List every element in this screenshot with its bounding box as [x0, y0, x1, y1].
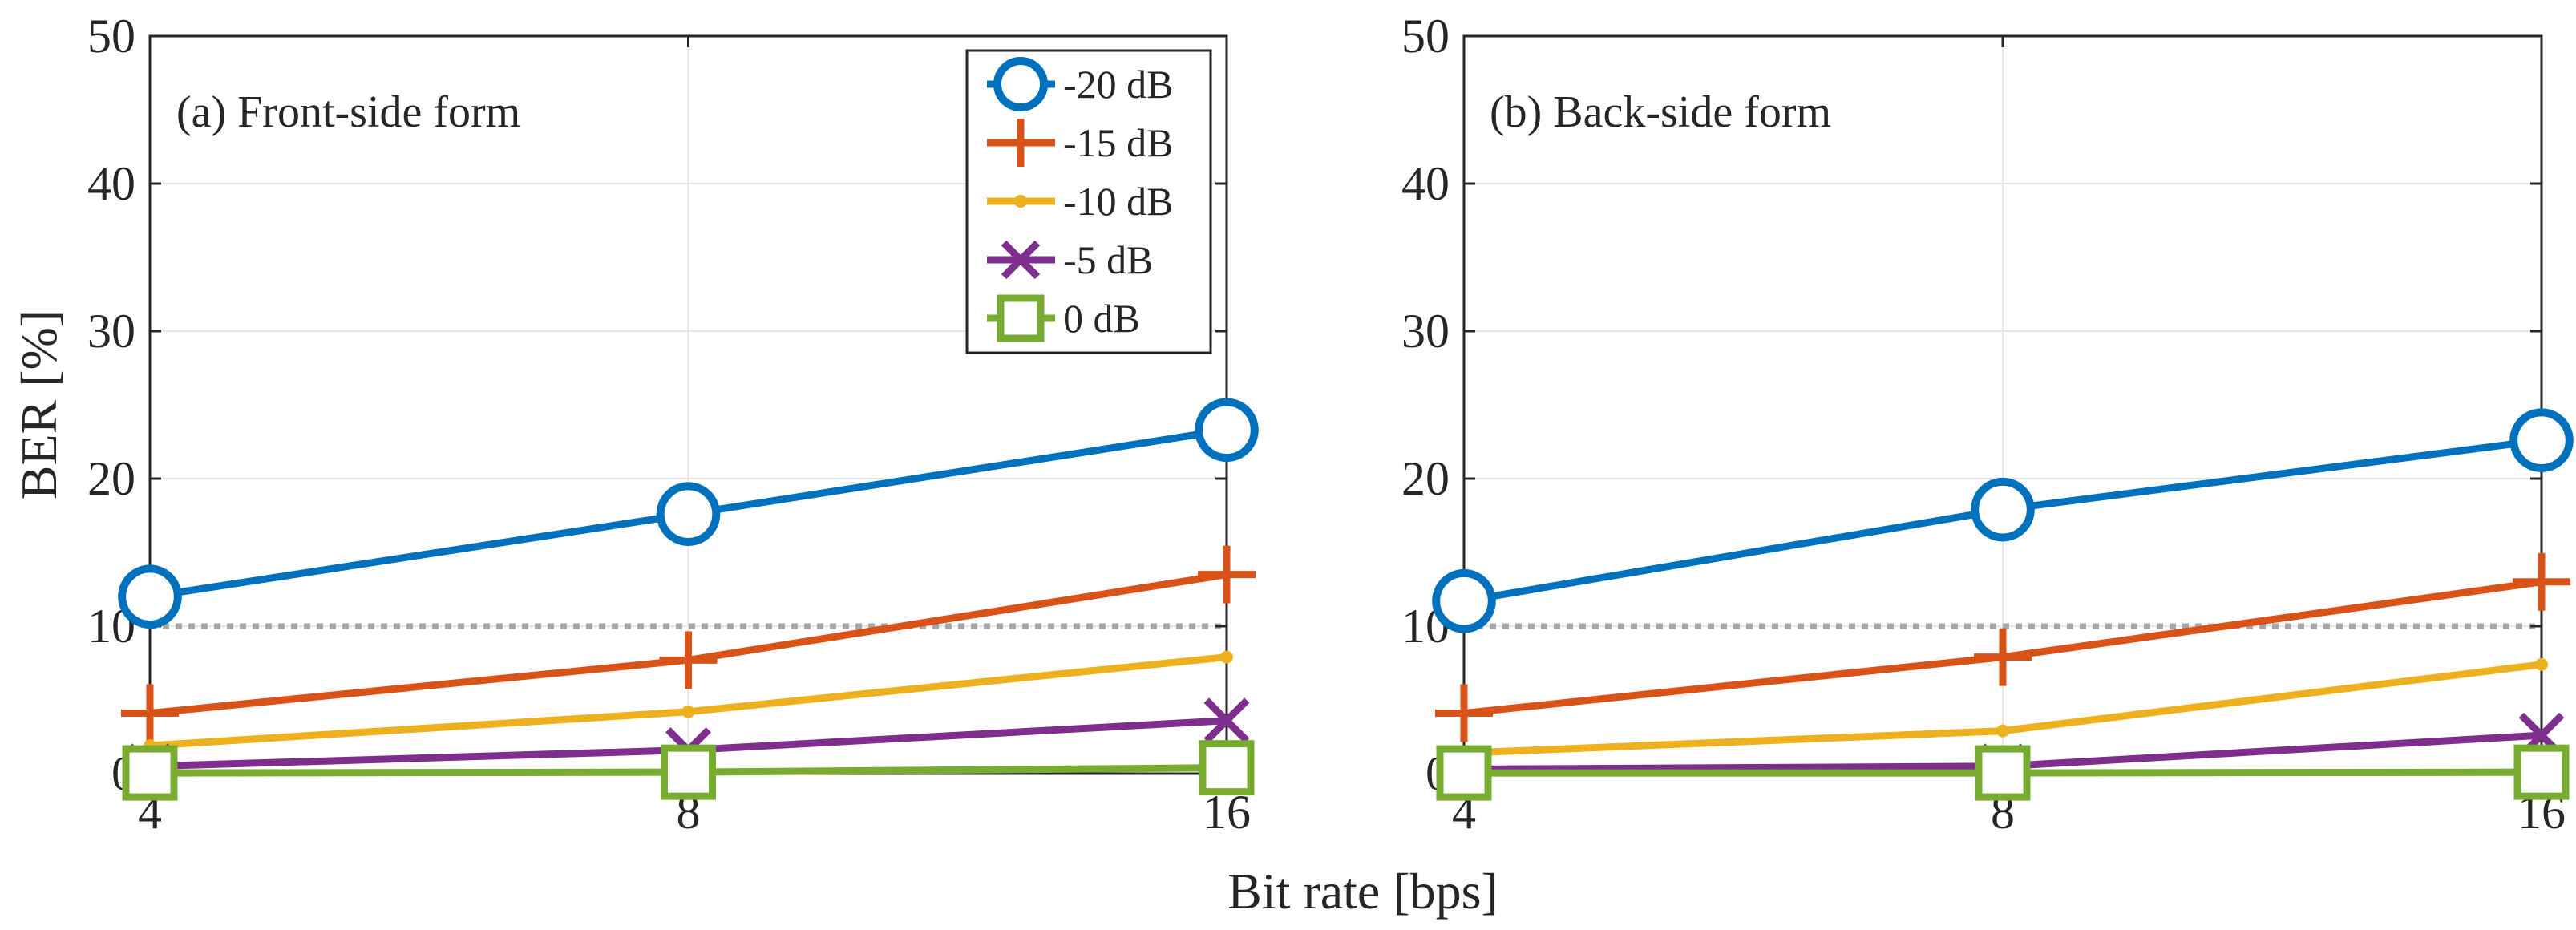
panel-b-series-neg15dB-point [2513, 552, 2570, 611]
panel-a-label: (a) Front-side form [176, 87, 520, 137]
panel-b-series-0dB-point [1975, 745, 2031, 801]
panel-a-series-neg10dB-point [681, 705, 695, 718]
panel-a-series-0dB-point [661, 744, 716, 800]
legend-marker-2 [1014, 195, 1027, 208]
panel-b-series-neg20dB-point [1432, 568, 1496, 633]
panel-a-series-0dB-point [1199, 740, 1255, 796]
legend-marker-3 [1001, 240, 1041, 280]
panel-a-series-neg5dB-point [1203, 698, 1250, 744]
panel-b-y-tick-label: 40 [1401, 157, 1450, 210]
panel-b-series-neg20dB-point [2509, 408, 2574, 472]
panel-a: 010203040504816BER [%](a) Front-side for… [10, 10, 1259, 839]
panel-b-series-0dB-point [1436, 745, 1492, 801]
panel-a-series-neg10dB-point [1220, 650, 1233, 664]
y-axis-label: BER [%] [10, 310, 67, 499]
legend-marker-0 [993, 57, 1048, 111]
x-axis-label: Bit rate [bps] [1227, 863, 1498, 920]
legend-entry-3: -5 dB [1063, 237, 1154, 282]
panel-b-y-tick-label: 50 [1401, 10, 1450, 63]
legend-marker-1 [997, 119, 1045, 167]
panel-a-series-neg20dB-point [656, 482, 721, 546]
panel-b-series-neg20dB-point [1971, 477, 2035, 542]
panel-b-label: (b) Back-side form [1490, 87, 1831, 137]
panel-a-y-tick-label: 20 [87, 452, 135, 505]
panel-a-series-0dB-point [122, 745, 178, 801]
panel-b-series-neg15dB-point [1974, 628, 2032, 686]
panel-a-series-neg20dB-point [118, 564, 182, 629]
panel-a-series-neg15dB-point [121, 684, 179, 742]
panel-a-series-neg20dB-point [1195, 398, 1259, 463]
legend-entry-2: -10 dB [1063, 179, 1174, 224]
panel-b-series-neg10dB-point [2535, 657, 2548, 671]
panel-a-y-tick-label: 50 [87, 10, 135, 63]
panels: 010203040504816BER [%](a) Front-side for… [10, 10, 2574, 839]
legend-entry-1: -15 dB [1063, 120, 1174, 165]
panel-a-y-tick-label: 40 [87, 157, 135, 210]
legend: -20 dB -15 dB -10 dB -5 dB 0 dB [965, 49, 1212, 354]
panel-b-y-tick-label: 30 [1401, 305, 1450, 358]
panel-a-series-neg15dB-point [1198, 545, 1256, 604]
panel-a-series-neg15dB-point [659, 631, 718, 689]
panel-b-series-0dB-point [2513, 744, 2570, 800]
panel-b-y-tick-label: 20 [1401, 452, 1450, 505]
panel-b: 010203040504816(b) Back-side form [1401, 10, 2574, 839]
panel-a-y-tick-label: 30 [87, 305, 135, 358]
legend-marker-4 [997, 294, 1045, 342]
legend-entry-0: -20 dB [1063, 62, 1174, 107]
legend-entry-4: 0 dB [1063, 296, 1140, 341]
panel-b-series-neg10dB-point [1996, 724, 2009, 738]
panel-b-series-neg15dB-point [1435, 684, 1493, 742]
